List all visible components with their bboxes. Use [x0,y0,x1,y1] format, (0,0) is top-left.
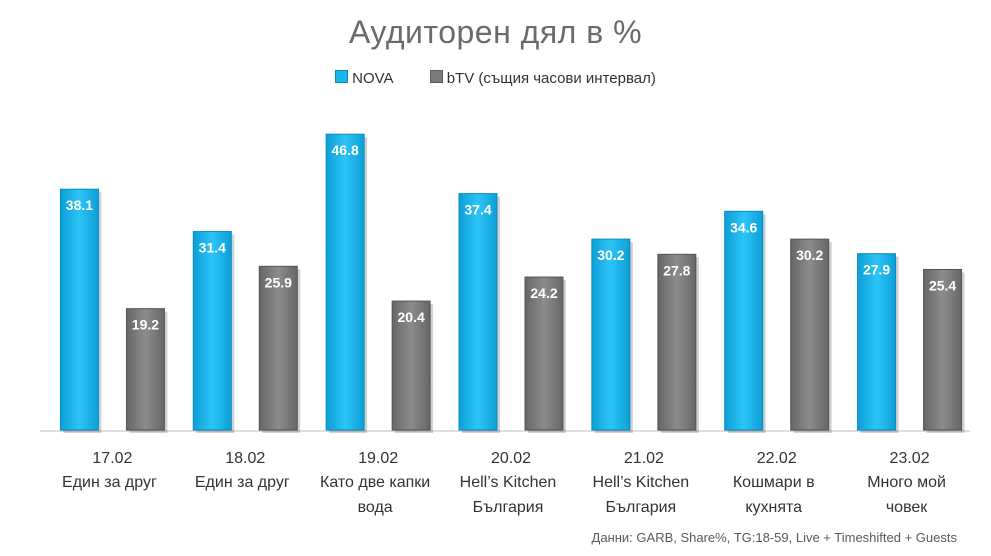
bar-btv-20.02 [524,276,564,431]
x-tick-label: Един за друг [195,474,290,491]
legend-label-nova: NOVA [352,70,394,87]
x-tick-date: 17.02 [92,450,132,467]
bar-btv-17.02 [125,308,165,431]
legend-item-btv: bTV (същия часови интервал) [429,70,656,87]
data-label-nova: 46.8 [332,142,359,158]
data-label-btv: 25.9 [265,274,292,290]
x-tick-label: Много мой [867,474,946,491]
data-label-nova: 38.1 [66,197,93,213]
legend-item-nova: NOVA [335,70,394,87]
x-tick-date: 23.02 [890,450,930,467]
x-tick-label: Кошмари в [733,474,815,491]
data-label-nova: 30.2 [597,247,624,263]
bar-nova-20.02 [458,193,498,431]
bar-btv-22.02 [790,238,830,431]
x-tick-label: кухнята [745,499,802,516]
legend-swatch-btv [429,70,443,83]
legend: NOVA bTV (същия часови интервал) [0,70,991,87]
bar-nova-21.02 [591,238,631,431]
x-tick-label: Един за друг [62,474,157,491]
x-tick-label: България [605,499,676,516]
bar-nova-22.02 [724,210,764,431]
legend-swatch-nova [335,70,349,83]
x-tick-date: 19.02 [358,450,398,467]
x-tick-date: 22.02 [757,450,797,467]
bar-nova-17.02 [59,188,99,431]
data-label-btv: 19.2 [132,317,159,333]
data-label-nova: 31.4 [199,240,226,256]
bar-nova-19.02 [325,133,365,431]
x-tick-label: Hell’s Kitchen [460,474,557,491]
x-tick-label: Като две капки [320,474,430,491]
x-tick-label: човек [886,499,928,516]
bar-btv-18.02 [258,265,298,431]
data-label-nova: 34.6 [730,219,757,235]
x-tick-label: Hell’s Kitchen [593,474,690,491]
data-label-btv: 20.4 [398,309,425,325]
x-tick-label: България [473,499,544,516]
bar-btv-23.02 [923,268,963,431]
data-label-btv: 24.2 [530,285,557,301]
bar-nova-23.02 [857,253,897,431]
data-label-btv: 27.8 [663,262,690,278]
x-tick-label: вода [358,499,393,516]
chart-title: Аудиторен дял в % [348,14,643,50]
x-tick-date: 18.02 [225,450,265,467]
bar-nova-18.02 [192,231,232,431]
data-label-nova: 27.9 [863,262,890,278]
x-tick-date: 21.02 [624,450,664,467]
bar-btv-21.02 [657,253,697,431]
data-label-nova: 37.4 [464,202,491,218]
bar-btv-19.02 [391,300,431,431]
source-note: Данни: GARB, Share%, TG:18-59, Live + Ti… [591,530,957,545]
data-label-btv: 25.4 [929,277,956,293]
x-tick-date: 20.02 [491,450,531,467]
legend-label-btv: bTV (същия часови интервал) [446,70,656,87]
data-label-btv: 30.2 [796,247,823,263]
